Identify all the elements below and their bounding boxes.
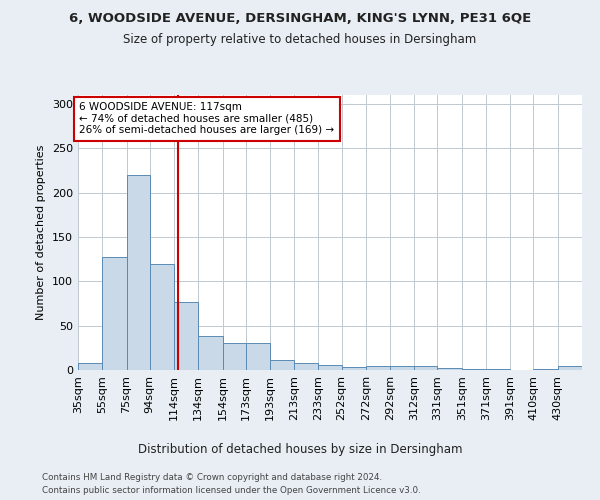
Bar: [245, 344, 270, 370]
Text: Contains HM Land Registry data © Crown copyright and database right 2024.: Contains HM Land Registry data © Crown c…: [42, 472, 382, 482]
Bar: [294, 363, 319, 370]
Bar: [149, 264, 174, 370]
Bar: [341, 368, 366, 370]
Bar: [462, 369, 486, 370]
Bar: [223, 344, 245, 370]
Text: Distribution of detached houses by size in Dersingham: Distribution of detached houses by size …: [138, 442, 462, 456]
Y-axis label: Number of detached properties: Number of detached properties: [37, 145, 46, 320]
Bar: [127, 175, 149, 370]
Bar: [270, 360, 294, 370]
Text: 6 WOODSIDE AVENUE: 117sqm
← 74% of detached houses are smaller (485)
26% of semi: 6 WOODSIDE AVENUE: 117sqm ← 74% of detac…: [79, 102, 334, 136]
Bar: [415, 366, 437, 370]
Bar: [78, 363, 102, 370]
Text: Size of property relative to detached houses in Dersingham: Size of property relative to detached ho…: [124, 32, 476, 46]
Bar: [198, 336, 223, 370]
Text: 6, WOODSIDE AVENUE, DERSINGHAM, KING'S LYNN, PE31 6QE: 6, WOODSIDE AVENUE, DERSINGHAM, KING'S L…: [69, 12, 531, 26]
Bar: [390, 366, 415, 370]
Bar: [102, 258, 127, 370]
Bar: [366, 366, 390, 370]
Text: Contains public sector information licensed under the Open Government Licence v3: Contains public sector information licen…: [42, 486, 421, 495]
Bar: [558, 366, 582, 370]
Bar: [319, 364, 341, 370]
Bar: [437, 368, 462, 370]
Bar: [486, 369, 511, 370]
Bar: [174, 302, 198, 370]
Bar: [533, 369, 558, 370]
